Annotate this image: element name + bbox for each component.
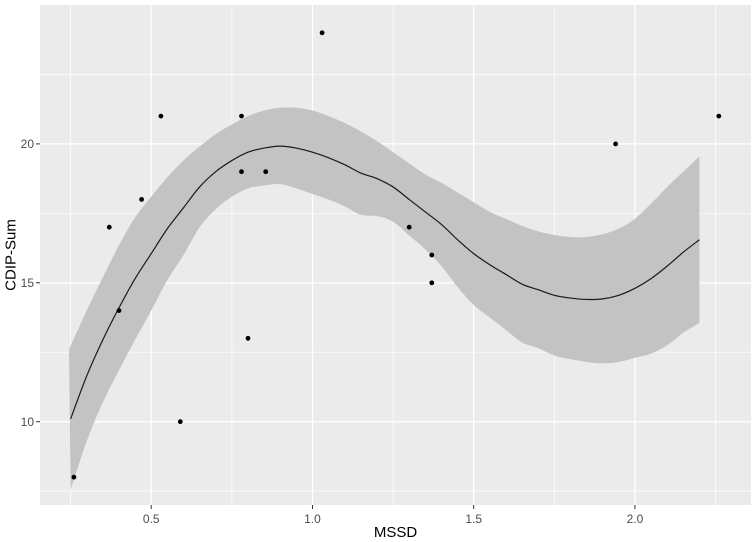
data-point (71, 474, 77, 480)
data-point (106, 224, 112, 230)
data-point (239, 113, 244, 119)
data-point (239, 169, 244, 175)
data-point (406, 224, 412, 230)
data-point (245, 335, 251, 341)
data-point (429, 252, 435, 258)
data-point (429, 280, 435, 286)
x-axis-title: MSSD (373, 524, 418, 541)
data-point (613, 141, 618, 147)
data-point (177, 419, 183, 425)
data-point (319, 30, 325, 36)
data-point (263, 169, 269, 175)
data-point (116, 308, 122, 313)
data-point (139, 197, 145, 202)
y-axis-title: CDIP-Sum (2, 219, 20, 291)
data-point (716, 113, 722, 119)
data-point (158, 113, 164, 119)
smooth-line (70, 145, 700, 420)
